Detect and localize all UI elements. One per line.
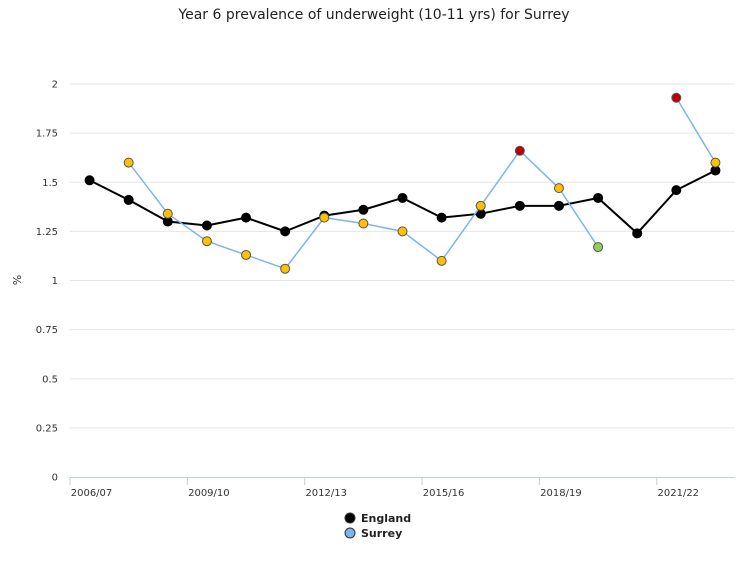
data-point-england[interactable]: [593, 192, 604, 203]
data-point-england[interactable]: [84, 175, 95, 186]
series-surrey: [123, 92, 721, 274]
data-point-surrey[interactable]: [123, 157, 134, 168]
data-point-england[interactable]: [436, 212, 447, 223]
data-point-surrey[interactable]: [553, 183, 564, 194]
data-point-surrey[interactable]: [593, 242, 604, 253]
data-point-england[interactable]: [123, 194, 134, 205]
data-point-england[interactable]: [358, 204, 369, 215]
y-tick-label: 0.25: [36, 423, 58, 434]
data-point-england[interactable]: [632, 228, 643, 239]
y-tick-label: 1.25: [36, 227, 58, 238]
data-point-england[interactable]: [280, 226, 291, 237]
y-tick-label: 2: [52, 80, 58, 91]
y-tick-label: 1: [52, 276, 58, 287]
x-tick-label: 2021/22: [658, 488, 700, 499]
y-tick-label: 1.75: [36, 129, 58, 140]
data-point-surrey[interactable]: [475, 200, 486, 211]
x-tick-label: 2015/16: [423, 488, 465, 499]
series-group: [84, 92, 721, 274]
y-tick-label: 0: [52, 473, 58, 484]
x-tick-label: 2009/10: [188, 488, 230, 499]
gridlines: [70, 83, 735, 429]
data-point-surrey[interactable]: [241, 249, 252, 260]
y-axis-label: %: [11, 275, 24, 285]
data-point-england[interactable]: [241, 212, 252, 223]
data-point-surrey[interactable]: [397, 226, 408, 237]
data-point-surrey[interactable]: [319, 212, 330, 223]
legend-label: Surrey: [361, 527, 402, 540]
y-axis-ticks: 0 0.25 0.5 0.75 1 1.25 1.5 1.75 2: [36, 80, 58, 484]
data-point-surrey[interactable]: [710, 157, 721, 168]
data-point-england[interactable]: [397, 192, 408, 203]
data-point-england[interactable]: [553, 200, 564, 211]
data-point-surrey[interactable]: [280, 263, 291, 274]
y-tick-label: 1.5: [42, 178, 58, 189]
data-point-surrey[interactable]: [162, 208, 173, 219]
series-england: [84, 165, 721, 239]
x-tick-label: 2006/07: [71, 488, 113, 499]
data-point-surrey[interactable]: [436, 255, 447, 266]
x-axis: 2006/07 2009/10 2012/13 2015/16 2018/19 2021/…: [69, 477, 735, 499]
legend-item-england[interactable]: England: [344, 512, 411, 525]
legend-marker: [344, 512, 356, 524]
data-point-surrey[interactable]: [201, 236, 212, 247]
data-point-england[interactable]: [201, 220, 212, 231]
series-line-surrey: [675, 97, 717, 163]
data-point-england[interactable]: [671, 185, 682, 196]
legend-marker: [344, 527, 356, 539]
data-point-england[interactable]: [514, 200, 525, 211]
x-tick-label: 2018/19: [540, 488, 582, 499]
data-point-surrey[interactable]: [514, 145, 525, 156]
y-tick-label: 0.75: [36, 325, 58, 336]
data-point-surrey[interactable]: [671, 92, 682, 103]
x-tick-label: 2012/13: [305, 488, 347, 499]
y-tick-label: 0.5: [42, 374, 58, 385]
data-point-surrey[interactable]: [358, 218, 369, 229]
legend-item-surrey[interactable]: Surrey: [344, 527, 402, 540]
legend[interactable]: England Surrey: [344, 512, 411, 540]
legend-label: England: [361, 512, 411, 525]
chart-title: Year 6 prevalence of underweight (10-11 …: [177, 7, 569, 23]
